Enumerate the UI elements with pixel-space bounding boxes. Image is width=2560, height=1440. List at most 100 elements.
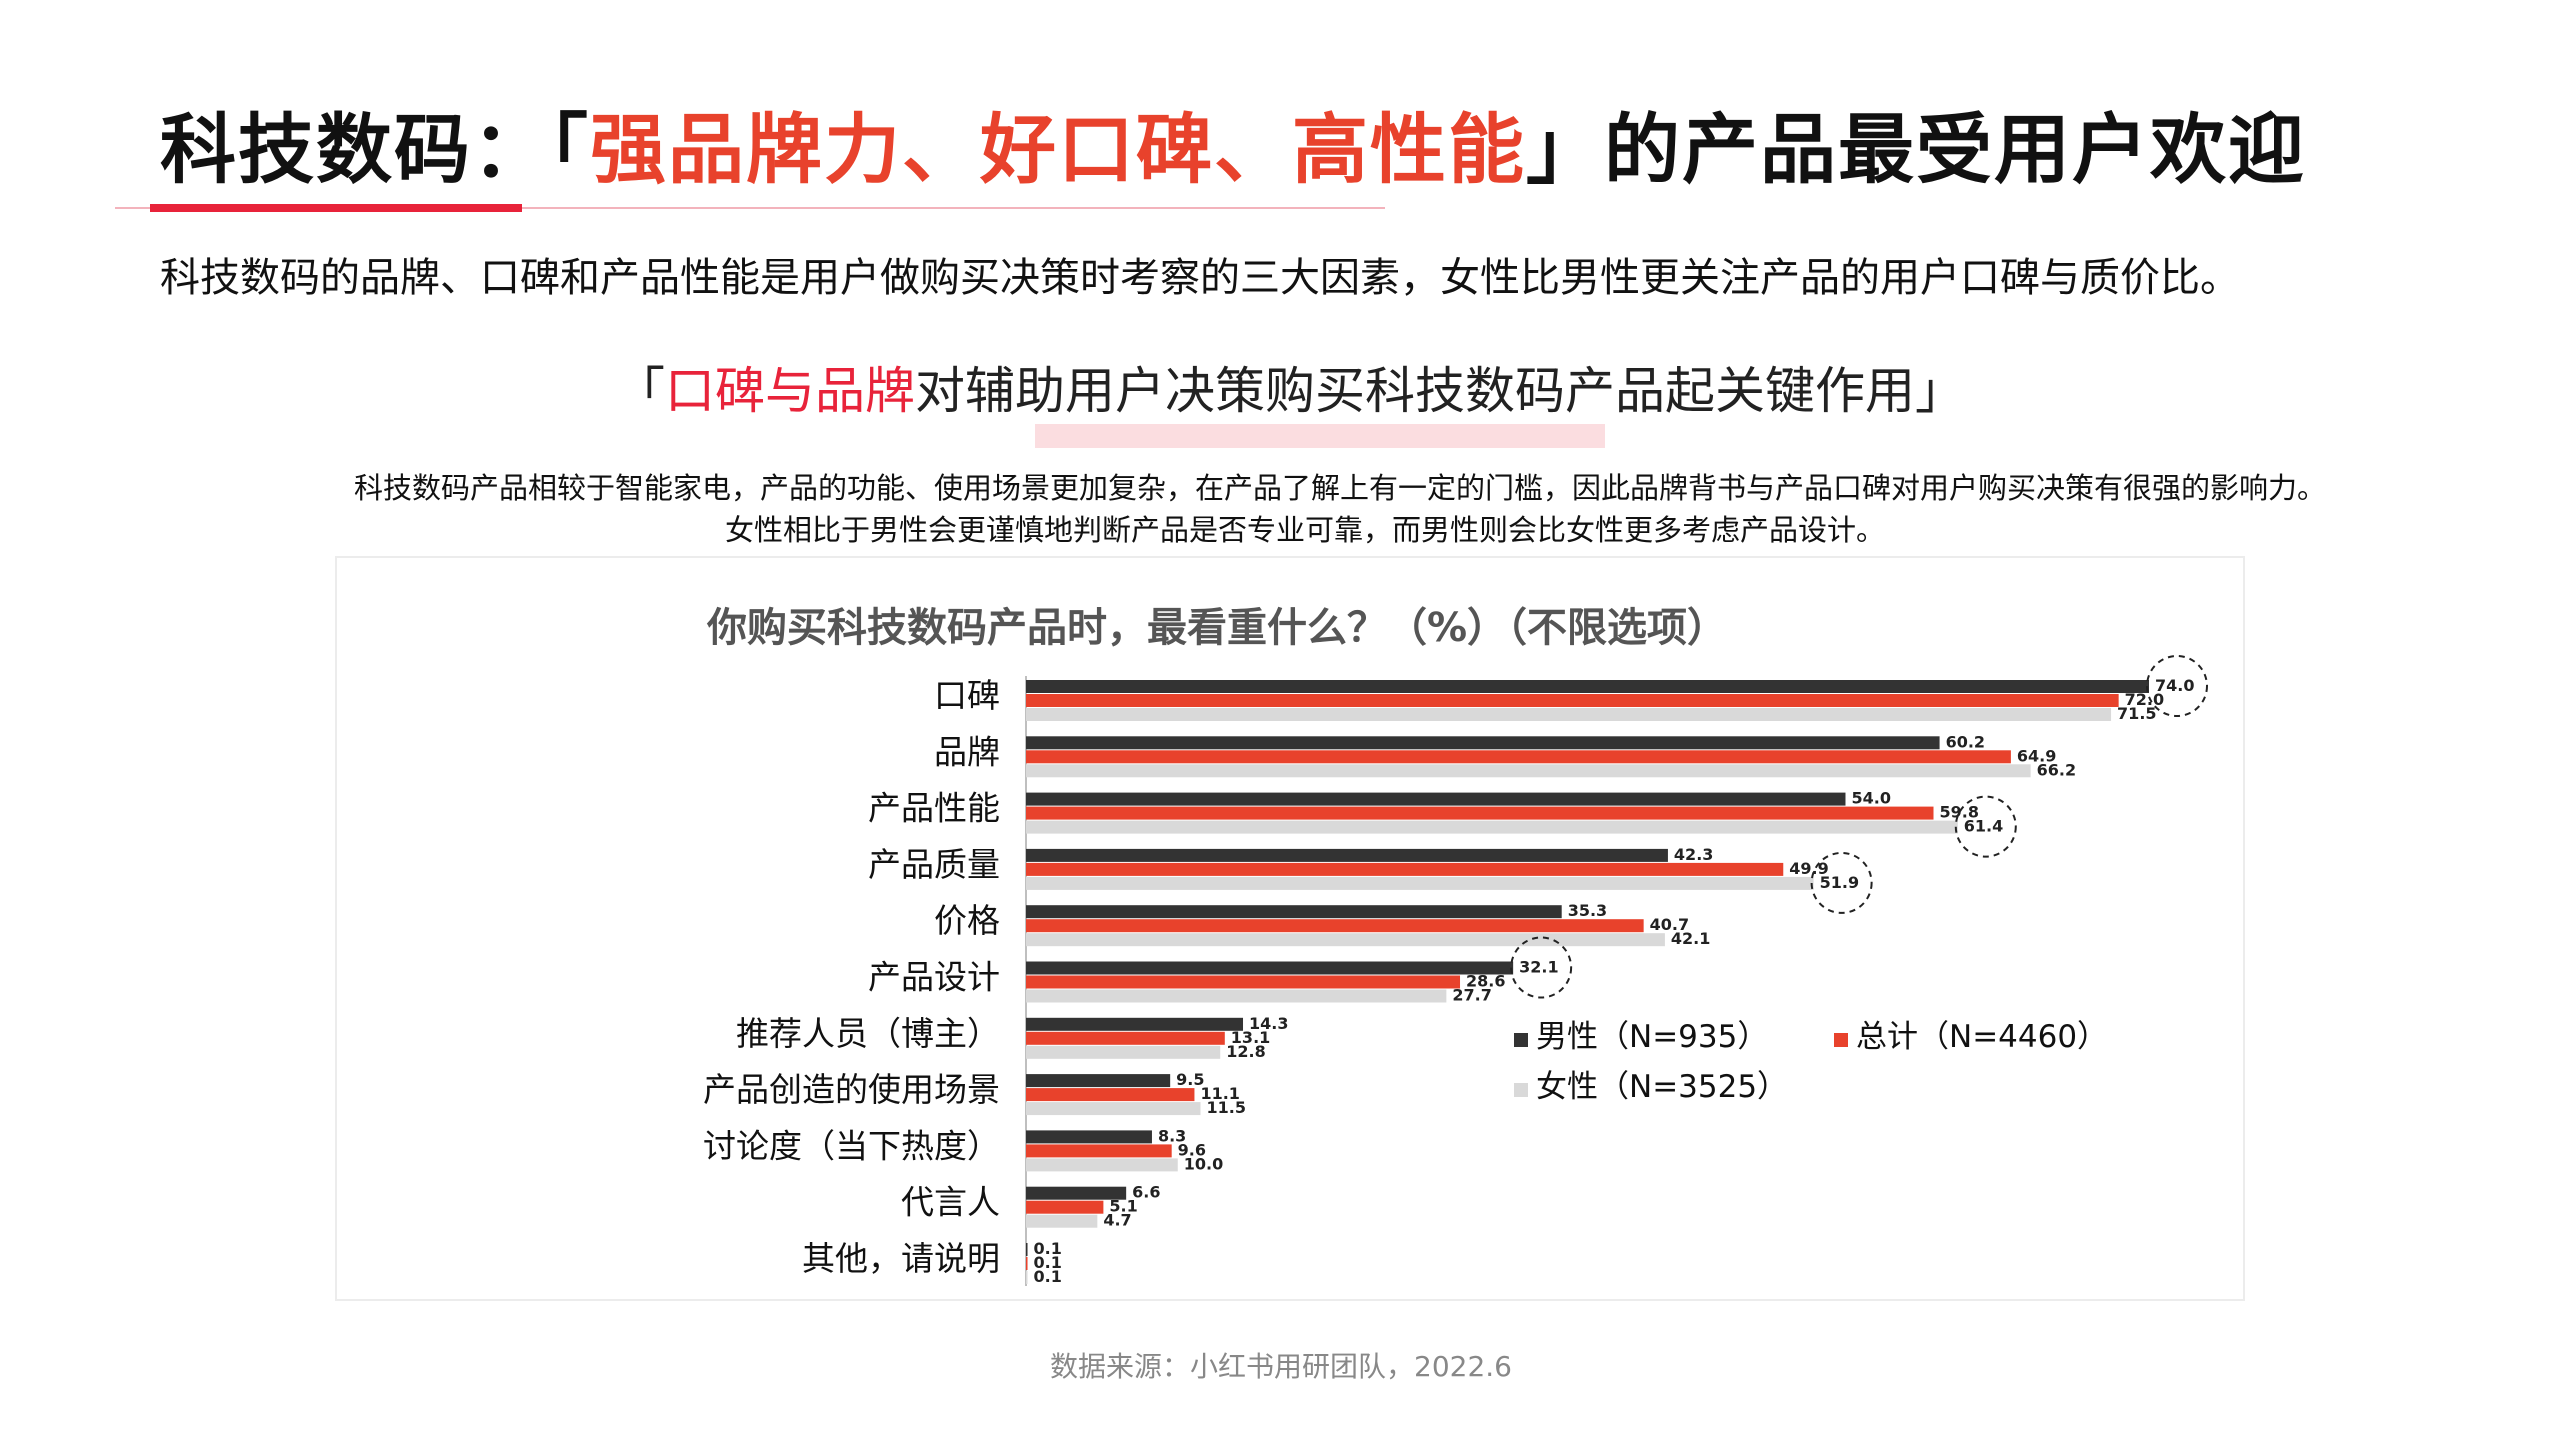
description-line-1: 科技数码产品相较于智能家电，产品的功能、使用场景更加复杂，在产品了解上有一定的门… <box>353 471 2326 505</box>
bar <box>1026 1144 1172 1158</box>
bar <box>1026 694 2119 707</box>
data-label: 59.8 <box>1940 803 1979 822</box>
bar <box>1026 750 2011 764</box>
tagline-open: 「 <box>615 362 665 420</box>
chart-title: 你购买科技数码产品时，最看重什么？（%）（不限选项） <box>706 605 1728 651</box>
data-label: 8.3 <box>1158 1126 1186 1145</box>
bar <box>1026 919 1644 933</box>
category-label: 品牌 <box>934 732 1000 771</box>
bar <box>1026 1257 1028 1270</box>
data-label: 42.1 <box>1671 929 1710 948</box>
description-line-2: 女性相比于男性会更谨慎地判断产品是否专业可靠，而男性则会比女性更多考虑产品设计。 <box>724 513 1885 547</box>
data-label: 32.1 <box>1519 958 1558 977</box>
category-label: 代言人 <box>901 1183 1000 1222</box>
bar <box>1026 1031 1225 1045</box>
legend-label: 男性（N=935） <box>1536 1019 1768 1055</box>
category-label: 讨论度（当下热度） <box>703 1126 1000 1165</box>
data-label: 71.5 <box>2117 704 2156 723</box>
category-label: 其他，请说明 <box>802 1239 1000 1278</box>
data-label: 51.9 <box>1820 873 1859 892</box>
data-label: 35.3 <box>1568 901 1607 920</box>
chart-panel: 你购买科技数码产品时，最看重什么？（%）（不限选项） 口碑 74.0 72.0 71.… <box>335 556 2245 1301</box>
bar <box>1026 1214 1098 1228</box>
tagline-highlight-band <box>1035 424 1605 448</box>
bar <box>1026 1017 1244 1031</box>
legend-swatch <box>1514 1083 1528 1097</box>
highlight-circle <box>2146 655 2208 717</box>
highlight-circle <box>1810 851 1873 914</box>
data-label: 12.8 <box>1226 1042 1265 1061</box>
title-divider <box>115 207 1385 209</box>
bar <box>1026 1271 1028 1284</box>
data-label: 0.1 <box>1034 1253 1062 1272</box>
bar-chart: 口碑 74.072.071.5 品牌 60.2 64.966.2 产品性能 54.0 59.8… <box>703 655 2208 1286</box>
data-label: 64.9 <box>2017 746 2056 765</box>
bar <box>1026 975 1461 989</box>
bar <box>1026 905 1562 919</box>
data-label: 9.6 <box>1178 1140 1206 1159</box>
page-title: 科技数码：「强品牌力、好口碑、高性能」的产品最受用户欢迎 <box>160 100 2306 200</box>
data-label: 6.6 <box>1132 1183 1160 1202</box>
data-label: 0.1 <box>1034 1239 1062 1258</box>
data-label: 27.7 <box>1452 986 1491 1005</box>
data-label: 42.3 <box>1674 845 1713 864</box>
bar <box>1026 933 1665 947</box>
tagline-close: 」 <box>1915 362 1965 420</box>
highlight-circle <box>1510 936 1573 999</box>
category-label: 推荐人员（博主） <box>736 1014 1000 1053</box>
data-label: 13.1 <box>1231 1028 1270 1047</box>
category-label: 产品创造的使用场景 <box>703 1070 1000 1109</box>
tagline-rest: 对辅助用户决策购买科技数码产品起关键作用 <box>915 362 1915 420</box>
title-prefix: 科技数码：「 <box>160 105 590 194</box>
bar <box>1026 792 1846 806</box>
data-label: 66.2 <box>2037 760 2076 779</box>
data-label: 60.2 <box>1946 732 1985 751</box>
data-label: 14.3 <box>1249 1014 1288 1033</box>
data-label: 54.0 <box>1851 789 1890 808</box>
bar <box>1026 989 1447 1003</box>
legend-swatch <box>1514 1033 1528 1047</box>
data-label: 11.5 <box>1207 1098 1246 1117</box>
bar <box>1026 820 1958 834</box>
data-label: 9.5 <box>1176 1070 1204 1089</box>
bar <box>1026 876 1814 890</box>
category-label: 口碑 <box>934 676 1000 715</box>
bar <box>1026 708 2112 721</box>
bar <box>1026 1130 1152 1144</box>
data-label: 10.0 <box>1184 1154 1223 1173</box>
bar <box>1026 1243 1028 1256</box>
category-label: 产品设计 <box>868 958 1000 997</box>
data-label: 28.6 <box>1466 972 1505 991</box>
data-label: 4.7 <box>1103 1211 1131 1230</box>
title-suffix: 」的产品最受用户欢迎 <box>1526 105 2306 194</box>
bar <box>1026 1074 1171 1088</box>
category-label: 产品性能 <box>868 789 1000 828</box>
legend-label: 女性（N=3525） <box>1536 1069 1788 1105</box>
data-source: 数据来源：小红书用研团队，2022.6 <box>1050 1350 1512 1383</box>
bar <box>1026 848 1668 862</box>
bar <box>1026 862 1784 876</box>
data-label: 74.0 <box>2155 676 2194 695</box>
data-label: 40.7 <box>1650 915 1689 934</box>
title-underline <box>150 204 522 212</box>
bar <box>1026 806 1934 820</box>
bar <box>1026 1088 1195 1102</box>
data-label: 5.1 <box>1109 1197 1137 1216</box>
bar <box>1026 1045 1221 1059</box>
data-label: 11.1 <box>1200 1084 1239 1103</box>
category-label: 产品质量 <box>868 845 1000 884</box>
highlight-circle <box>1954 795 2017 858</box>
legend-label: 总计（N=4460） <box>1856 1019 2108 1055</box>
bar <box>1026 736 1940 750</box>
data-label: 0.1 <box>1034 1267 1062 1286</box>
data-label: 61.4 <box>1964 817 2003 836</box>
title-highlight: 强品牌力、好口碑、高性能 <box>590 105 1526 194</box>
data-label: 72.0 <box>2125 690 2164 709</box>
bar <box>1026 1186 1127 1200</box>
page-subtitle: 科技数码的品牌、口碑和产品性能是用户做购买决策时考察的三大因素，女性比男性更关注… <box>160 255 2240 301</box>
bar <box>1026 1158 1178 1172</box>
legend-swatch <box>1834 1033 1848 1047</box>
category-label: 价格 <box>934 901 1000 940</box>
tagline-highlight: 口碑与品牌 <box>665 362 915 420</box>
bar <box>1026 1200 1104 1214</box>
